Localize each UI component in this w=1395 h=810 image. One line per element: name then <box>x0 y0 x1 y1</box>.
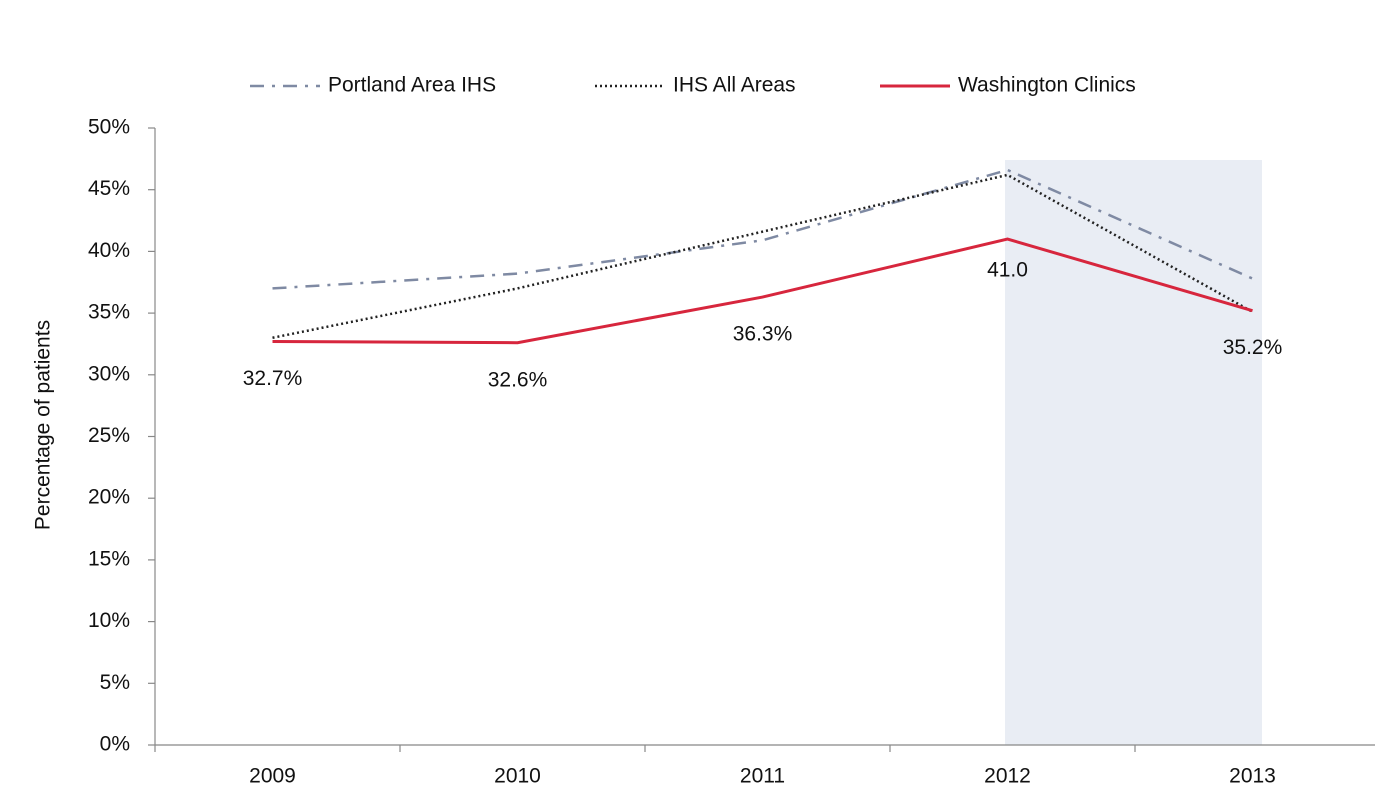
data-label: 35.2% <box>1223 336 1283 359</box>
y-tick-label: 30% <box>88 362 130 385</box>
y-tick-label: 0% <box>100 733 130 756</box>
x-tick-label: 2013 <box>1229 765 1276 788</box>
y-tick-label: 10% <box>88 609 130 632</box>
y-tick-label: 35% <box>88 301 130 324</box>
y-tick-label: 20% <box>88 486 130 509</box>
y-tick-label: 5% <box>100 671 130 694</box>
y-tick-label: 45% <box>88 177 130 200</box>
data-label: 36.3% <box>733 323 793 346</box>
y-axis-label: Percentage of patients <box>32 320 55 530</box>
legend-label: Portland Area IHS <box>328 74 496 97</box>
highlight-region <box>1005 160 1262 745</box>
series-line <box>272 168 1254 290</box>
x-tick-label: 2011 <box>740 765 785 788</box>
y-tick-label: 15% <box>88 547 130 570</box>
data-label: 32.6% <box>488 368 548 391</box>
x-tick-label: 2009 <box>249 765 296 788</box>
x-tick-label: 2010 <box>494 765 541 788</box>
y-tick-label: 25% <box>88 424 130 447</box>
x-tick-label: 2012 <box>984 765 1031 788</box>
series-line <box>272 173 1254 340</box>
series-line <box>272 237 1253 345</box>
y-tick-label: 50% <box>88 116 130 139</box>
y-tick-label: 40% <box>88 239 130 262</box>
legend-label: Washington Clinics <box>958 74 1136 97</box>
legend-label: IHS All Areas <box>673 74 796 97</box>
data-label: 32.7% <box>243 367 303 390</box>
data-label: 41.0 <box>987 259 1028 282</box>
